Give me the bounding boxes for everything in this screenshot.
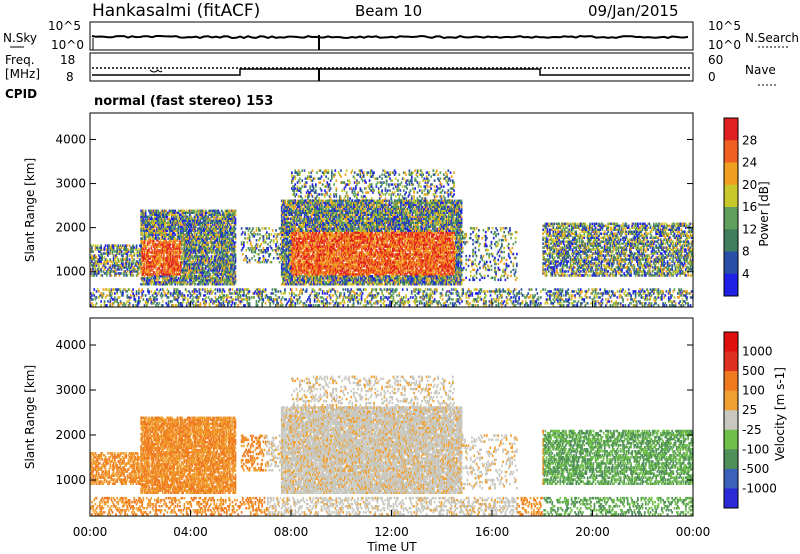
heatmap-cell <box>148 247 150 250</box>
power-heatmap <box>90 169 694 306</box>
heatmap-cell <box>133 258 135 261</box>
heatmap-cell <box>101 274 103 277</box>
noise-line <box>92 36 688 38</box>
heatmap-cell <box>109 264 111 267</box>
cpid-label: CPID <box>5 87 37 101</box>
heatmap-cell <box>92 250 94 253</box>
heatmap-cell <box>111 274 113 277</box>
nsearch-label: N.Search <box>745 31 799 45</box>
freq-top-value: 18 <box>60 53 75 67</box>
station-title: Hankasalmi (fitACF) <box>92 1 260 21</box>
heatmap-cell <box>127 244 129 247</box>
heatmap-cell <box>121 272 123 275</box>
heatmap-cell <box>97 244 99 247</box>
nave-bottom-value: 0 <box>708 70 716 84</box>
heatmap-cell <box>128 248 130 251</box>
beam-title: Beam 10 <box>355 2 422 20</box>
noise-bottom-left: 10^0 <box>51 38 84 52</box>
freq-label: Freq. <box>5 53 35 67</box>
freq-bottom-value: 8 <box>66 70 74 84</box>
heatmap-cell <box>138 272 140 275</box>
heatmap-cell <box>132 274 134 277</box>
noise-top-left: 10^5 <box>48 19 81 33</box>
heatmap-cell <box>178 261 180 264</box>
noise-top-right: 10^5 <box>708 19 741 33</box>
heatmap-cell <box>136 244 138 247</box>
heatmap-cell <box>187 281 189 284</box>
radar-plot: Hankasalmi (fitACF) Beam 10 09/Jan/2015 … <box>0 0 800 554</box>
heatmap-cell <box>105 266 107 269</box>
heatmap-cell <box>145 210 147 213</box>
heatmap-cell <box>105 244 107 247</box>
heatmap-cell <box>131 254 133 256</box>
nsky-label: N.Sky <box>3 31 37 45</box>
freq-line <box>92 69 690 75</box>
cpid-value: normal (fast stereo) 153 <box>94 94 273 109</box>
heatmap-cell <box>100 244 102 247</box>
noise-bottom-right: 10^0 <box>708 38 741 52</box>
heatmap-cell <box>121 250 123 253</box>
nave-label: Nave <box>745 63 776 77</box>
freq-panel <box>90 53 693 81</box>
heatmap-cell <box>174 233 176 236</box>
freq-unit-label: [MHz] <box>5 67 40 81</box>
heatmap-cell <box>107 260 109 263</box>
date-title: 09/Jan/2015 <box>588 2 679 20</box>
heatmap-cell <box>92 244 94 247</box>
heatmap-cell <box>127 274 129 277</box>
heatmap-cell <box>133 252 135 255</box>
heatmap-cell <box>129 258 131 261</box>
nave-top-value: 60 <box>708 53 723 67</box>
freq-glitch <box>150 70 162 72</box>
